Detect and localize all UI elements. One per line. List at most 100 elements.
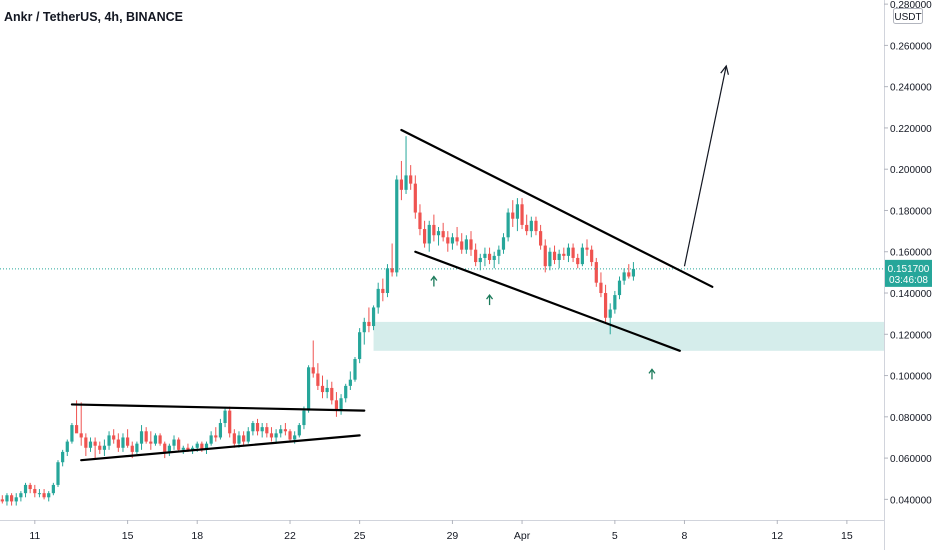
candle xyxy=(608,303,612,335)
candle-body xyxy=(409,175,413,184)
candle-body xyxy=(557,253,561,260)
candle xyxy=(98,441,102,454)
candle-body xyxy=(126,437,130,446)
candle-body xyxy=(107,435,111,446)
currency-badge-box[interactable] xyxy=(893,8,923,24)
candle-body xyxy=(47,493,51,498)
candle xyxy=(269,427,274,442)
candle xyxy=(42,489,46,500)
candle xyxy=(139,425,144,450)
candle-body xyxy=(576,257,580,265)
candle xyxy=(246,427,250,444)
candle xyxy=(33,484,37,498)
candle xyxy=(515,198,520,232)
candle-body xyxy=(200,443,204,450)
x-tick-label: 15 xyxy=(841,530,853,542)
candle xyxy=(153,433,158,446)
candle-body xyxy=(441,231,445,238)
candle-body xyxy=(269,433,274,438)
candle xyxy=(413,175,417,219)
candle-body xyxy=(330,387,334,401)
candle-body xyxy=(367,321,371,327)
candle-body xyxy=(631,268,636,277)
x-tick-label: Apr xyxy=(514,530,531,542)
candle-body xyxy=(450,237,455,244)
candle xyxy=(529,216,533,238)
y-axis-ticks: 0.040000 0.060000 0.080000 0.100000 0.120000… xyxy=(884,0,932,506)
candle-body xyxy=(116,439,120,448)
candle-body xyxy=(520,204,524,225)
support-arrow-head xyxy=(486,293,494,300)
candle xyxy=(409,165,413,190)
candle-body xyxy=(274,433,278,438)
candle xyxy=(344,383,348,403)
candle-body xyxy=(316,373,320,386)
candle-body xyxy=(464,239,468,250)
support-arrow xyxy=(486,293,494,306)
candle-body xyxy=(223,410,227,424)
candle-body xyxy=(283,429,287,432)
candle xyxy=(599,272,603,298)
candle-body xyxy=(603,293,608,318)
candle xyxy=(28,482,32,494)
support-zone xyxy=(373,321,884,351)
candle-body xyxy=(585,247,589,250)
candle-body xyxy=(102,445,107,450)
candle xyxy=(84,433,88,457)
candle-body xyxy=(381,288,385,294)
candle xyxy=(214,427,218,442)
candle-body xyxy=(395,179,399,273)
candle xyxy=(501,233,506,254)
candle-body xyxy=(135,443,139,452)
y-tick-label: 0.080000 xyxy=(890,413,932,424)
candle xyxy=(446,231,450,252)
candle-body xyxy=(571,247,575,258)
candle-body xyxy=(153,435,158,444)
candle-body xyxy=(543,245,547,267)
candle-body xyxy=(130,445,134,452)
candle xyxy=(325,379,329,399)
candle-body xyxy=(251,423,255,432)
candle-body xyxy=(580,247,584,265)
candle xyxy=(232,429,236,448)
y-tick-label: 0.220000 xyxy=(890,124,932,135)
candle-body xyxy=(613,295,617,310)
candle xyxy=(228,406,232,438)
candle xyxy=(88,437,93,452)
candle-body xyxy=(446,237,450,244)
x-axis-ticks: 11 15 18 22 25 29 Apr 5 8 12 15 xyxy=(29,520,853,542)
support-arrow-head xyxy=(648,368,656,374)
y-tick-label: 0.040000 xyxy=(890,495,932,506)
candle-body xyxy=(529,220,533,232)
candle xyxy=(144,427,148,444)
candle xyxy=(5,493,9,506)
candle-body xyxy=(19,493,23,498)
candle xyxy=(255,418,260,436)
candle xyxy=(288,429,292,442)
candle xyxy=(0,495,4,504)
y-tick-label: 0.200000 xyxy=(890,165,932,176)
y-tick-label: 0.180000 xyxy=(890,206,932,217)
candle xyxy=(432,214,436,242)
candle xyxy=(543,239,547,273)
candle xyxy=(441,222,445,242)
candle-body xyxy=(232,433,236,444)
candle-body xyxy=(404,175,408,190)
currency-label[interactable]: USDT xyxy=(894,12,921,23)
candle xyxy=(362,317,366,345)
candle-body xyxy=(121,437,125,448)
candle-body xyxy=(65,441,69,452)
candle xyxy=(627,264,631,279)
candle xyxy=(525,214,529,236)
candle-body xyxy=(534,220,538,232)
candle xyxy=(93,437,97,459)
candle xyxy=(172,435,176,450)
candle-body xyxy=(279,429,283,434)
currency-selector[interactable]: USDT xyxy=(893,8,923,24)
candle-body xyxy=(622,272,626,281)
candle-body xyxy=(297,425,301,436)
candle-body xyxy=(334,400,339,411)
candle-body xyxy=(0,499,4,502)
candle xyxy=(121,433,125,452)
